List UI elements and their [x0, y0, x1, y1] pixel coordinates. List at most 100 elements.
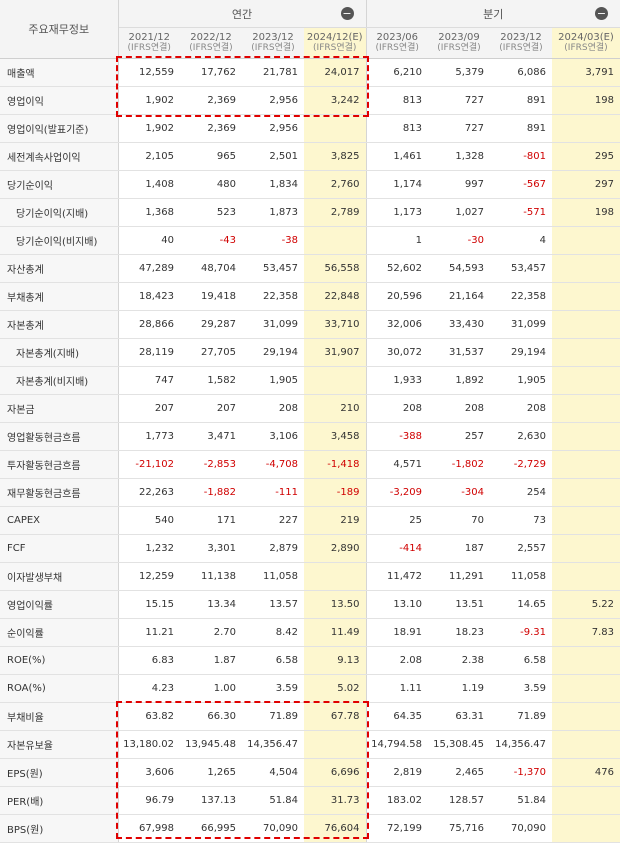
row-label[interactable]: 영업활동현금흐름 — [0, 422, 119, 451]
row-label[interactable]: ROE(%) — [0, 646, 119, 675]
table-cell: 76,604 — [304, 814, 366, 843]
column-header: 2021/12 (IFRS연결) — [118, 27, 180, 59]
row-label[interactable]: PER(배) — [0, 786, 119, 815]
table-cell: 1,368 — [118, 198, 180, 227]
table-cell: 198 — [552, 86, 620, 115]
table-cell: 48,704 — [180, 254, 242, 283]
row-label[interactable]: CAPEX — [0, 506, 119, 535]
column-basis: (IFRS연결) — [313, 43, 357, 53]
row-label[interactable]: 부채총계 — [0, 282, 119, 311]
minus-circle-icon[interactable]: − — [595, 7, 608, 20]
row-label[interactable]: 자본총계 — [0, 310, 119, 339]
row-label[interactable]: 재무활동현금흐름 — [0, 478, 119, 507]
table-cell: 70,090 — [242, 814, 304, 843]
table-cell: 3,301 — [180, 534, 242, 563]
row-label[interactable]: 당기순이익 — [0, 170, 119, 199]
table-cell: -567 — [490, 170, 552, 199]
row-label[interactable]: 당기순이익(지배) — [0, 198, 119, 227]
table-cell: 540 — [118, 506, 180, 535]
row-label[interactable]: 자산총계 — [0, 254, 119, 283]
column-period: 2021/12 — [128, 32, 171, 43]
table-cell: 17,762 — [180, 58, 242, 87]
table-cell — [552, 506, 620, 535]
row-label[interactable]: 매출액 — [0, 58, 119, 87]
table-cell — [552, 814, 620, 843]
table-cell: 13.50 — [304, 590, 366, 619]
column-header: 2023/06 (IFRS연결) — [365, 27, 428, 59]
table-cell: 6.58 — [490, 646, 552, 675]
table-cell: 19,418 — [180, 282, 242, 311]
table-cell: 2,956 — [242, 114, 304, 143]
row-label[interactable]: 투자활동현금흐름 — [0, 450, 119, 479]
column-basis: (IFRS연결) — [251, 43, 295, 53]
table-cell: 257 — [428, 422, 490, 451]
table-cell: 171 — [180, 506, 242, 535]
table-row: 영업이익률 15.15 13.34 13.57 13.50 13.10 13.51 14.65… — [0, 590, 620, 619]
row-label[interactable]: 영업이익(발표기준) — [0, 114, 119, 143]
table-cell — [304, 562, 366, 591]
table-cell: -571 — [490, 198, 552, 227]
row-label[interactable]: 자본유보율 — [0, 730, 119, 759]
table-cell: 208 — [242, 394, 304, 423]
row-label[interactable]: 당기순이익(비지배) — [0, 226, 119, 255]
row-label[interactable]: ROA(%) — [0, 674, 119, 703]
table-cell — [552, 646, 620, 675]
row-label[interactable]: 영업이익률 — [0, 590, 119, 619]
table-cell: 1,582 — [180, 366, 242, 395]
table-cell: 3,242 — [304, 86, 366, 115]
table-cell: 11,291 — [428, 562, 490, 591]
row-label[interactable]: 자본총계(지배) — [0, 338, 119, 367]
table-cell: 1,834 — [242, 170, 304, 199]
table-cell: 4,504 — [242, 758, 304, 787]
table-cell: 207 — [118, 394, 180, 423]
table-cell: 31,099 — [242, 310, 304, 339]
table-cell — [304, 114, 366, 143]
table-cell: 3,106 — [242, 422, 304, 451]
row-label[interactable]: 자본금 — [0, 394, 119, 423]
table-row: ROA(%) 4.23 1.00 3.59 5.02 1.11 1.19 3.59 — [0, 674, 620, 703]
table-cell: -9.31 — [490, 618, 552, 647]
table-cell: -38 — [242, 226, 304, 255]
table-row: 순이익률 11.21 2.70 8.42 11.49 18.91 18.23 -9.31 7.8… — [0, 618, 620, 647]
row-label[interactable]: BPS(원) — [0, 814, 119, 843]
table-cell: 21,164 — [428, 282, 490, 311]
table-cell — [552, 394, 620, 423]
table-cell: -2,729 — [490, 450, 552, 479]
column-period: 2023/09 — [438, 32, 480, 43]
table-cell: 1,773 — [118, 422, 180, 451]
row-label[interactable]: 세전계속사업이익 — [0, 142, 119, 171]
row-label[interactable]: 순이익률 — [0, 618, 119, 647]
table-cell: 29,194 — [490, 338, 552, 367]
table-cell: 2.70 — [180, 618, 242, 647]
table-cell: 6,086 — [490, 58, 552, 87]
table-cell: 476 — [552, 758, 620, 787]
table-cell — [552, 450, 620, 479]
table-cell: 22,848 — [304, 282, 366, 311]
table-cell: 1 — [365, 226, 428, 255]
table-row: 영업활동현금흐름 1,773 3,471 3,106 3,458 -388 257 2,630 — [0, 422, 620, 451]
table-cell: 1,892 — [428, 366, 490, 395]
row-label[interactable]: 영업이익 — [0, 86, 119, 115]
table-cell: 2,465 — [428, 758, 490, 787]
table-cell: 64.35 — [365, 702, 428, 731]
table-cell: 54,593 — [428, 254, 490, 283]
row-label[interactable]: FCF — [0, 534, 119, 563]
table-cell: 12,259 — [118, 562, 180, 591]
row-label[interactable]: 부채비율 — [0, 702, 119, 731]
table-cell: 2,956 — [242, 86, 304, 115]
table-cell: 1.11 — [365, 674, 428, 703]
table-cell: 33,430 — [428, 310, 490, 339]
table-title: 주요재무정보 — [0, 0, 119, 59]
table-cell: 2.08 — [365, 646, 428, 675]
row-label[interactable]: 자본총계(비지배) — [0, 366, 119, 395]
minus-circle-icon[interactable]: − — [340, 7, 354, 20]
table-cell: 891 — [490, 114, 552, 143]
column-basis: (IFRS연결) — [437, 43, 481, 53]
row-label[interactable]: EPS(원) — [0, 758, 119, 787]
table-cell: 747 — [118, 366, 180, 395]
row-label[interactable]: 이자발생부채 — [0, 562, 119, 591]
table-cell: 5.22 — [552, 590, 620, 619]
table-row: 영업이익(발표기준) 1,902 2,369 2,956 813 727 891 — [0, 114, 620, 143]
table-row: 자본총계(지배) 28,119 27,705 29,194 31,907 30,072 31… — [0, 338, 620, 367]
table-row: 매출액 12,559 17,762 21,781 24,017 6,210 5,379 6,0… — [0, 58, 620, 87]
